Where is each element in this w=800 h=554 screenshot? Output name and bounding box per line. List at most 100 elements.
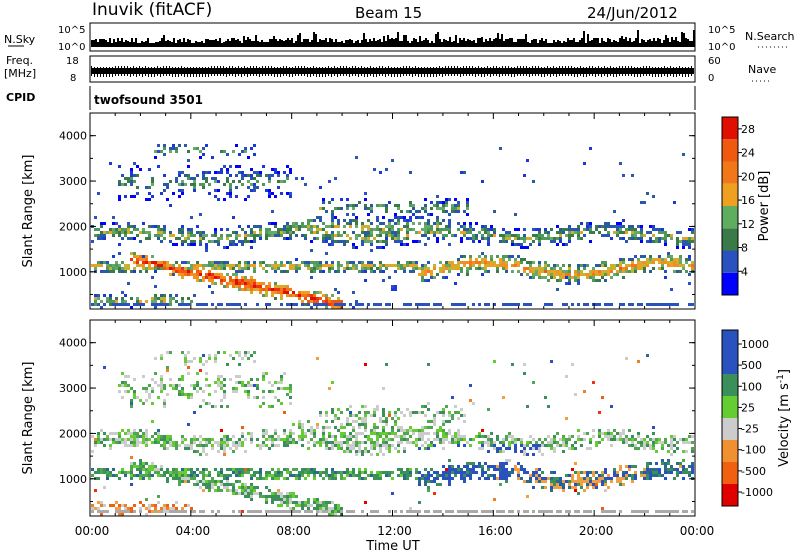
nsky-bar [637, 30, 639, 47]
power-cell [682, 264, 685, 267]
velocity-cell [325, 444, 328, 447]
nave-trace [142, 67, 143, 77]
velocity-cell [148, 465, 151, 468]
velocity-cell [373, 408, 376, 411]
power-cell [670, 255, 673, 258]
power-cell [355, 246, 358, 249]
velocity-cell [100, 471, 103, 474]
power-cell [244, 174, 247, 177]
velocity-cell [577, 435, 580, 438]
velocity-cell [613, 468, 616, 471]
power-ground-cell [385, 303, 388, 306]
velocity-cell [523, 450, 526, 453]
power-cell [364, 237, 367, 240]
power-cell [616, 234, 619, 237]
power-cell [166, 264, 169, 267]
velocity-cell [142, 432, 145, 435]
power-cell [304, 237, 307, 240]
velocity-cell [565, 417, 568, 420]
velocity-cell [214, 468, 217, 471]
nave-trace [601, 67, 602, 77]
velocity-ground-cell [292, 510, 295, 513]
nave-trace [370, 66, 371, 76]
power-cell [406, 243, 409, 246]
velocity-cell [127, 507, 130, 510]
power-cell [442, 228, 445, 231]
velocity-cell [652, 468, 655, 471]
power-cell [439, 222, 442, 225]
velocity-cell [340, 435, 343, 438]
nsky-bar [187, 39, 189, 47]
power-cell [523, 267, 526, 270]
power-ground-cell [256, 303, 259, 306]
power-cell [574, 276, 577, 279]
power-cell [514, 237, 517, 240]
velocity-cell [478, 435, 481, 438]
power-cell [256, 288, 259, 291]
velocity-cell [307, 504, 310, 507]
velocity-cell [373, 423, 376, 426]
velocity-cell [574, 489, 577, 492]
nave-trace [682, 67, 683, 77]
power-ground-cell [628, 303, 631, 306]
power-cell [238, 165, 241, 168]
nsky-bar [571, 40, 573, 47]
velocity-cell [124, 474, 127, 477]
velocity-cell [130, 399, 133, 402]
velocity-cell [445, 405, 448, 408]
velocity-cell [565, 438, 568, 441]
velocity-cell [223, 438, 226, 441]
power-cell [472, 264, 475, 267]
nsky-bar [607, 38, 609, 47]
velocity-cell [280, 474, 283, 477]
velocity-cell [550, 483, 553, 486]
velocity-cell [250, 435, 253, 438]
velocity-cell [589, 480, 592, 483]
velocity-cell [274, 471, 277, 474]
nsky-bar [553, 40, 555, 47]
nsky-bar [373, 38, 375, 47]
nave-trace [220, 66, 221, 76]
power-cell [280, 234, 283, 237]
nave-trace [148, 67, 149, 77]
nave-trace [379, 66, 380, 76]
velocity-cell [550, 489, 553, 492]
power-cell [94, 234, 97, 237]
power-cell [268, 222, 271, 225]
power-cell [118, 180, 121, 183]
power-cell [634, 264, 637, 267]
velocity-cell [205, 441, 208, 444]
velocity-cell [676, 462, 679, 465]
velocity-cell [181, 375, 184, 378]
velocity-cell [646, 441, 649, 444]
power-cell [502, 234, 505, 237]
velocity-cell [469, 438, 472, 441]
power-cell [535, 270, 538, 273]
velocity-cell [289, 501, 292, 504]
power-cell [382, 264, 385, 267]
power-cell [442, 237, 445, 240]
power-cell [169, 150, 172, 153]
power-cell [316, 291, 319, 294]
power-cell [397, 216, 400, 219]
power-cell [181, 261, 184, 264]
velocity-cell [331, 447, 334, 450]
nave-trace [538, 66, 539, 76]
velocity-cell [139, 429, 142, 432]
power-cell [268, 192, 271, 195]
power-cell [352, 306, 355, 309]
power-cell [241, 228, 244, 231]
power-cell [373, 228, 376, 231]
velocity-cell [196, 468, 199, 471]
power-cell [247, 225, 250, 228]
cpid-value: twofsound 3501 [94, 93, 203, 107]
power-cell [568, 225, 571, 228]
power-cell [181, 243, 184, 246]
power-cell [664, 240, 667, 243]
power-cell [436, 225, 439, 228]
velocity-cell [541, 441, 544, 444]
velocity-cell [157, 384, 160, 387]
velocity-cell [247, 471, 250, 474]
power-cell [181, 192, 184, 195]
velocity-cell [289, 495, 292, 498]
